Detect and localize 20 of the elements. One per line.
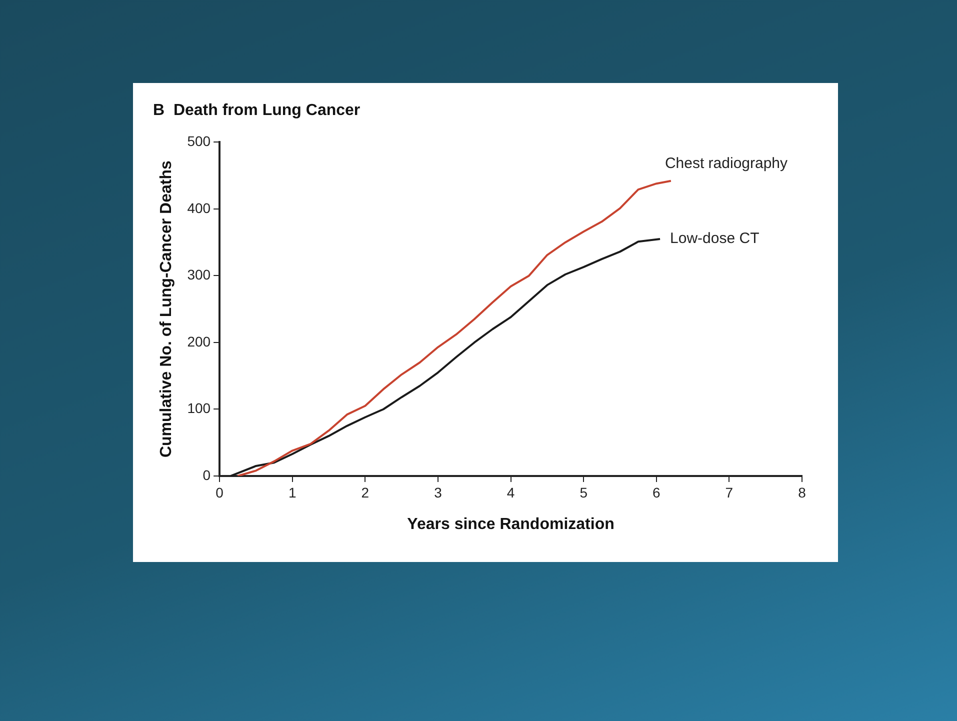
series-label: Chest radiography — [664, 155, 788, 172]
x-tick-label: 4 — [506, 484, 515, 500]
y-tick-label: 400 — [187, 200, 211, 216]
x-tick-label: 2 — [361, 484, 370, 500]
y-axis-title: Cumulative No. of Lung-Cancer Deaths — [158, 160, 176, 458]
y-tick-label: 500 — [187, 133, 211, 150]
chart-title: B Death from Lung Cancer — [153, 102, 360, 120]
y-tick-label: 100 — [187, 400, 211, 416]
x-tick-label: 3 — [434, 484, 442, 500]
x-tick-label: 7 — [725, 484, 734, 500]
y-tick-label: 300 — [187, 266, 211, 283]
x-axis-title: Years since Randomization — [407, 516, 614, 533]
y-tick-label: 200 — [187, 333, 211, 350]
y-tick-label: 0 — [202, 466, 211, 483]
x-tick-label: 5 — [580, 484, 588, 500]
x-tick-label: 6 — [652, 484, 660, 500]
x-tick-label: 0 — [216, 484, 224, 500]
x-tick-label: 1 — [288, 484, 296, 500]
x-tick-label: 8 — [798, 484, 806, 500]
series-label: Low-dose CT — [670, 230, 760, 248]
